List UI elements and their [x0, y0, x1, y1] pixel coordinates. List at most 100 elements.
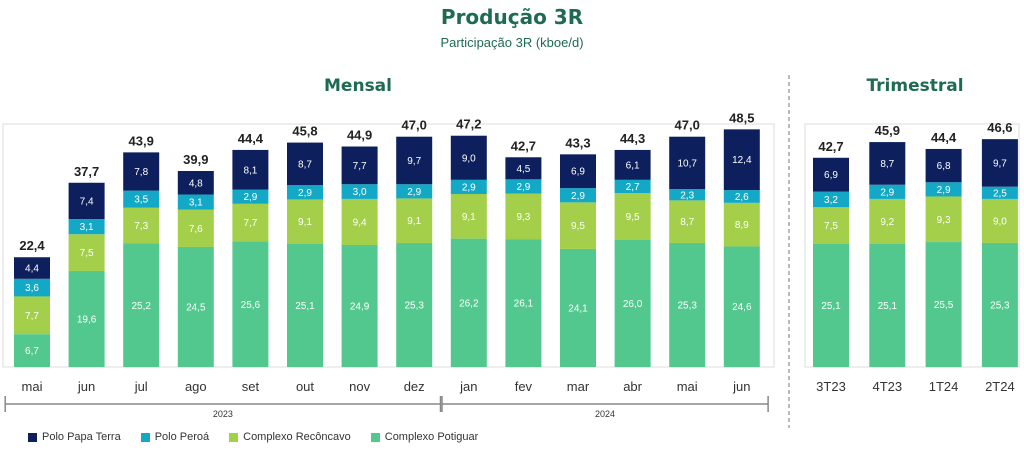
monthly-data-label: 3,6 — [25, 283, 39, 294]
quarterly-data-label: 2,9 — [937, 185, 951, 196]
monthly-category-label: nov — [349, 379, 370, 394]
quarterly-total-label: 42,7 — [818, 139, 843, 154]
monthly-bar-segment — [505, 193, 542, 240]
quarterly-category-label: 2T24 — [985, 379, 1015, 394]
monthly-data-label: 2,7 — [626, 182, 640, 193]
monthly-data-label: 19,6 — [77, 314, 97, 325]
monthly-data-label: 7,8 — [134, 167, 148, 178]
monthly-data-label: 2,3 — [680, 190, 694, 201]
legend-label: Complexo Potiguar — [384, 431, 479, 443]
monthly-bar-segment — [560, 188, 596, 203]
monthly-bar-segment — [14, 296, 50, 335]
monthly-data-label: 10,7 — [677, 158, 697, 169]
monthly-bar-segment — [68, 270, 105, 367]
monthly-data-label: 7,4 — [80, 196, 94, 207]
quarterly-category-label: 3T23 — [816, 379, 846, 394]
monthly-data-label: 3,1 — [189, 198, 203, 209]
legend-item-potiguar: Complexo Potiguar — [370, 431, 479, 443]
quarterly-data-label: 6,9 — [824, 170, 838, 181]
monthly-bar-segment — [723, 246, 760, 367]
monthly-data-label: 8,9 — [735, 220, 749, 231]
panel-border-quarterly — [804, 123, 1020, 368]
monthly-data-label: 3,5 — [134, 195, 148, 206]
quarterly-bar-segment — [813, 244, 849, 367]
monthly-data-label: 8,7 — [298, 159, 312, 170]
monthly-bar-segment — [450, 194, 487, 239]
monthly-data-label: 7,5 — [80, 248, 94, 259]
quarterly-category-label: 4T23 — [872, 379, 902, 394]
monthly-bar-segment — [287, 199, 323, 245]
quarterly-bar-segment — [813, 207, 849, 245]
monthly-bar-segment — [505, 179, 542, 194]
monthly-bar-segment — [723, 202, 760, 247]
quarterly-data-label: 25,5 — [934, 300, 954, 311]
monthly-bar-segment — [614, 179, 651, 194]
monthly-bar-segment — [68, 234, 105, 271]
legend: Polo Papa Terra Polo Peroá Complexo Recô… — [28, 431, 478, 443]
monthly-bar-segment — [396, 243, 433, 367]
monthly-total-label: 43,9 — [129, 133, 154, 148]
monthly-data-label: 26,1 — [514, 299, 534, 310]
section-title-quarterly: Trimestral — [866, 76, 964, 96]
monthly-data-label: 2,9 — [243, 192, 257, 203]
quarterly-bar-segment — [925, 242, 962, 367]
monthly-bar-segment — [123, 243, 160, 367]
monthly-data-label: 7,7 — [353, 161, 367, 172]
monthly-total-label: 22,4 — [19, 238, 45, 253]
legend-item-reconcavo: Complexo Recôncavo — [229, 431, 351, 443]
monthly-data-label: 24,9 — [350, 301, 370, 312]
monthly-bar-segment — [560, 154, 596, 189]
monthly-bar-segment — [341, 184, 378, 199]
monthly-data-label: 6,9 — [571, 167, 585, 178]
monthly-bar-segment — [396, 184, 433, 199]
quarterly-data-label: 9,2 — [880, 217, 894, 228]
monthly-bar-segment — [177, 209, 214, 247]
monthly-data-label: 9,0 — [462, 153, 476, 164]
legend-label: Complexo Recôncavo — [243, 431, 351, 443]
monthly-total-label: 37,7 — [74, 164, 99, 179]
quarterly-bar-segment — [813, 157, 849, 192]
monthly-bar-segment — [232, 203, 269, 242]
monthly-bar-segment — [287, 185, 323, 200]
monthly-total-label: 47,0 — [675, 118, 700, 133]
quarterly-data-label: 8,7 — [880, 159, 894, 170]
legend-item-papa-terra: Polo Papa Terra — [28, 431, 121, 443]
monthly-data-label: 7,6 — [189, 224, 203, 235]
monthly-total-label: 42,7 — [511, 138, 536, 153]
monthly-data-label: 2,9 — [571, 191, 585, 202]
monthly-data-label: 4,8 — [189, 178, 203, 189]
quarterly-bar-segment — [869, 198, 906, 245]
quarterly-data-label: 25,1 — [878, 301, 898, 312]
chart-title: Produção 3R — [440, 5, 584, 29]
monthly-bar-segment — [723, 129, 760, 191]
monthly-bar-segment — [505, 157, 542, 180]
monthly-total-label: 44,9 — [347, 128, 372, 143]
monthly-category-label: jun — [77, 379, 95, 394]
monthly-bar-segment — [560, 202, 596, 249]
monthly-data-label: 2,9 — [298, 188, 312, 199]
monthly-bar-segment — [177, 246, 214, 367]
monthly-bar-segment — [669, 189, 706, 201]
monthly-data-label: 2,9 — [516, 182, 530, 193]
quarterly-total-label: 45,9 — [875, 123, 900, 138]
monthly-bar-segment — [68, 219, 105, 235]
monthly-category-label: abr — [623, 379, 642, 394]
legend-label: Polo Peroá — [154, 431, 210, 443]
quarterly-data-label: 7,5 — [824, 221, 838, 232]
quarterly-total-label: 44,4 — [931, 130, 957, 145]
quarterly-bar-segment — [981, 198, 1018, 244]
monthly-total-label: 44,4 — [238, 131, 264, 146]
quarterly-bar-segment — [869, 184, 906, 199]
chart-subtitle: Participação 3R (kboe/d) — [440, 35, 584, 50]
monthly-data-label: 2,6 — [735, 192, 749, 203]
monthly-category-label: ago — [185, 379, 207, 394]
monthly-bar-segment — [68, 182, 105, 220]
monthly-data-label: 25,2 — [131, 301, 151, 312]
monthly-bar-segment — [614, 149, 651, 180]
monthly-bar-segment — [177, 194, 214, 210]
section-title-monthly: Mensal — [324, 76, 392, 96]
monthly-bar-segment — [14, 334, 50, 367]
monthly-data-label: 9,5 — [626, 212, 640, 223]
quarterly-data-label: 6,8 — [937, 161, 951, 172]
monthly-data-label: 6,1 — [626, 160, 640, 171]
